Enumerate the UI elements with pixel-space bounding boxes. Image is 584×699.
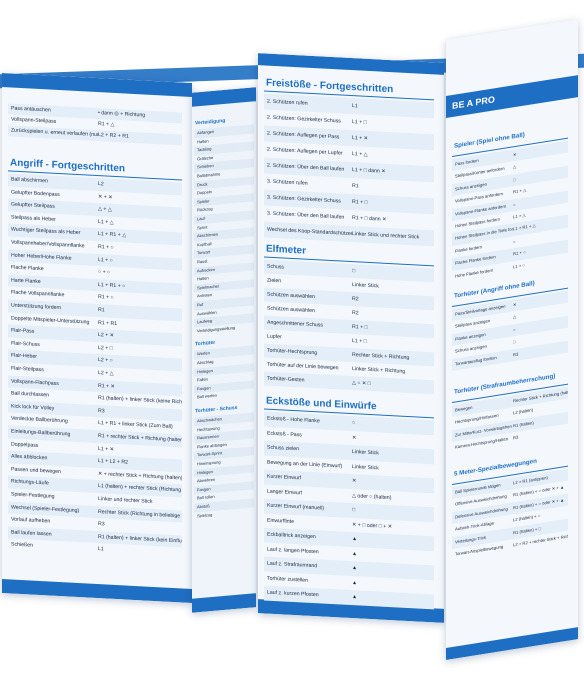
control-table: Ball abschirmen L2 Gelupfter Bodenpass ✕ + … xyxy=(2,73,192,603)
panel-be-a-pro: BE A PRO Spieler (Spiel ohne Ball) Pass fo… xyxy=(446,19,578,660)
control-table: Ball Spielerrunde tätigen L2 + R1 (antipp… xyxy=(446,19,578,660)
panel2-content: Verteidigung Abfangen Halten Tackling Grätsc… xyxy=(192,87,256,613)
panel-set-pieces: Freistöße - Fortgeschritten 2. Schützen r… xyxy=(258,53,444,623)
section-title: Torhüter xyxy=(195,340,216,348)
section-title: Verteidigung xyxy=(195,117,226,127)
panel1-content: Pass antäuschen • dann ◎ + Richtung Vollsp… xyxy=(2,73,192,603)
section-title: Torhüter - Schuss xyxy=(195,404,238,415)
panel3-content: Freistöße - Fortgeschritten 2. Schützen r… xyxy=(258,53,444,623)
control-table: Eckstoß - Hohe Flanke ○ Eckstoß - Pass ✕ Sch… xyxy=(258,53,444,623)
panel-defense: Verteidigung Abfangen Halten Tackling Grätsc… xyxy=(192,87,256,613)
panel4-content: BE A PRO Spieler (Spiel ohne Ball) Pass fo… xyxy=(446,19,578,660)
control-input: ▲ xyxy=(352,594,358,601)
panel-attack-advanced: Pass antäuschen • dann ◎ + Richtung Vollsp… xyxy=(2,73,192,603)
